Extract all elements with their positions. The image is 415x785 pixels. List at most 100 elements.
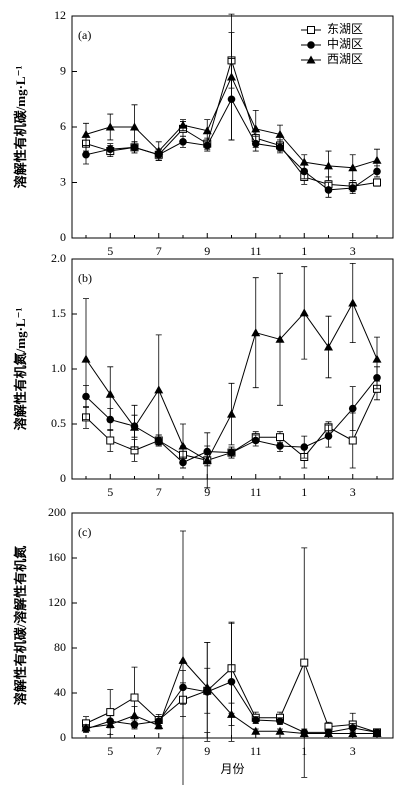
x-tick-label: 7 [156,485,162,499]
point [275,334,285,343]
point [276,442,284,450]
point [178,655,188,664]
point [202,682,212,691]
point [130,422,139,431]
point [251,716,260,724]
point [105,389,115,398]
point [348,724,357,732]
point [299,157,309,166]
x-tick-label: 3 [350,485,356,499]
point [251,436,260,445]
point [300,658,309,667]
y-tick-label: 1.5 [51,306,66,320]
point [227,677,236,686]
y-tick-label: 0.5 [51,416,66,430]
legend-marker [307,41,315,49]
panel-label: (c) [78,525,91,539]
x-tick-label: 9 [204,485,210,499]
x-tick-label: 11 [250,244,262,258]
y-tick-label: 6 [60,119,66,133]
x-tick-label: 9 [204,744,210,758]
y-tick-label: 0 [60,230,66,244]
y-tick-label: 200 [48,505,66,519]
point [105,122,115,131]
legend-marker [306,55,316,64]
y-tick-label: 0 [60,471,66,485]
point [300,443,309,451]
legend-label: 西湖区 [327,51,363,66]
x-tick-label: 3 [350,244,356,258]
x-tick-label: 9 [204,244,210,258]
point [203,141,212,150]
point [275,129,285,138]
point [251,124,261,133]
x-tick-label: 11 [250,744,262,758]
y-axis-label: 溶解性有机碳/溶解性有机氮 [13,546,28,706]
point [227,72,236,81]
point [275,726,285,735]
point [154,385,164,394]
legend-label: 东湖区 [327,21,363,36]
x-axis-label: 月份 [220,762,244,776]
panel-label: (b) [78,271,92,285]
x-tick-label: 5 [107,485,113,499]
point [154,146,164,155]
point [348,184,357,192]
point [372,729,382,737]
x-tick-label: 11 [250,485,262,499]
y-tick-label: 160 [48,550,66,564]
point [227,409,236,418]
y-tick-label: 40 [54,685,66,699]
point [372,354,382,363]
y-tick-label: 0 [60,730,66,744]
plot-frame [71,512,394,739]
point [81,723,91,732]
point [130,693,139,702]
x-tick-label: 5 [107,244,113,258]
plot-frame [71,258,394,480]
x-tick-label: 7 [156,244,162,258]
point [130,711,139,719]
point [324,432,333,440]
point [276,143,284,152]
y-tick-label: 3 [60,174,66,188]
point [105,720,115,728]
point [251,726,261,735]
x-tick-label: 3 [350,744,356,758]
legend-label: 中湖区 [327,36,363,51]
point [348,404,357,413]
panel-label: (a) [78,28,91,42]
point [202,126,212,135]
point [81,354,91,363]
point [178,120,188,129]
point [324,186,333,194]
point [324,342,333,351]
point [82,150,90,159]
point [299,308,309,317]
y-tick-label: 1.0 [51,361,66,375]
point [348,729,358,737]
point [179,138,187,146]
point [276,717,284,725]
point [227,709,236,718]
x-tick-label: 5 [107,744,113,758]
y-tick-label: 12 [54,8,66,22]
point [348,436,357,445]
point [299,729,309,737]
y-tick-label: 120 [48,595,66,609]
point [154,721,164,730]
y-axis-label: 溶解性有机氮/mg·L⁻¹ [13,308,28,431]
point [372,155,382,164]
point [251,328,261,337]
legend-marker [307,26,315,34]
x-tick-label: 1 [301,485,307,499]
x-tick-label: 7 [156,744,162,758]
y-tick-label: 9 [60,63,66,77]
y-axis-label: 溶解性有机碳/mg·L⁻¹ [13,66,28,189]
point [178,441,188,450]
x-tick-label: 1 [301,244,307,258]
point [202,455,212,464]
y-tick-label: 80 [54,640,66,654]
point [324,729,333,737]
